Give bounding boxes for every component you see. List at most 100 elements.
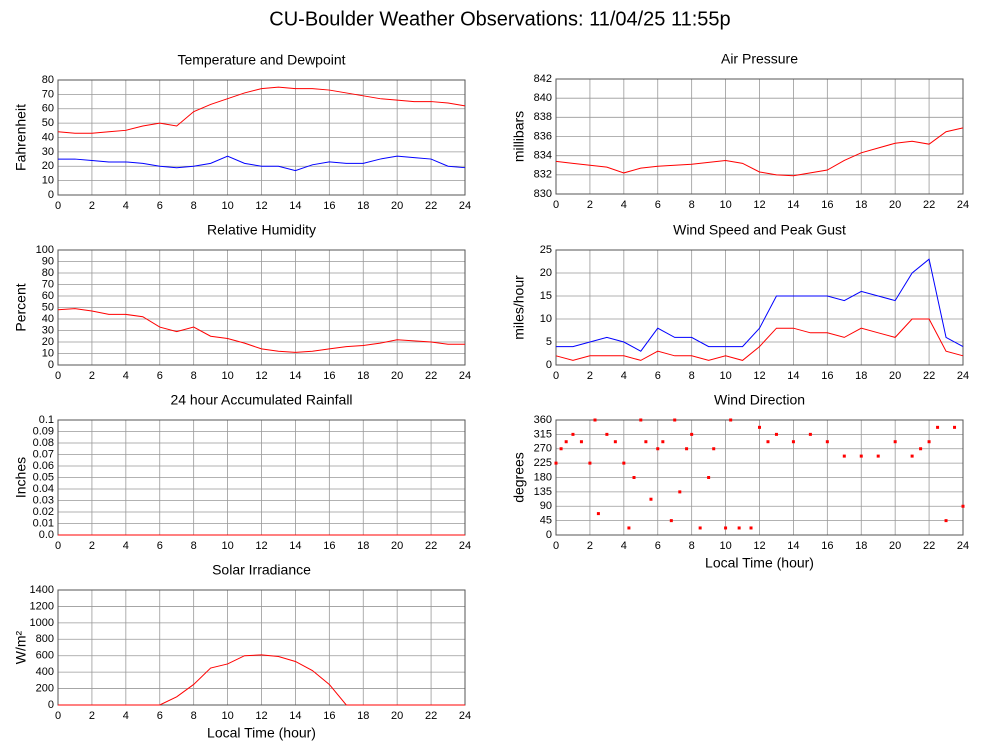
scatter-point: [927, 440, 931, 444]
scatter-point: [613, 440, 617, 444]
x-tick-label: 2: [89, 200, 95, 212]
y-tick-label: 0.04: [33, 483, 54, 495]
x-tick-label: 18: [357, 540, 369, 552]
x-tick-label: 8: [191, 200, 197, 212]
x-tick-label: 16: [821, 540, 833, 552]
series-line: [58, 155, 466, 172]
x-tick-label: 4: [621, 199, 627, 211]
y-axis-label: degrees: [511, 452, 527, 503]
x-axis-label: Local Time (hour): [207, 725, 316, 741]
y-tick-label: 50: [42, 117, 54, 129]
scatter-point: [729, 418, 733, 422]
series-line: [556, 258, 964, 352]
scatter-point: [919, 447, 923, 451]
x-tick-label: 18: [855, 370, 867, 382]
y-tick-label: 0.07: [33, 448, 54, 460]
x-tick-label: 6: [655, 540, 661, 552]
plot-frame: [555, 419, 964, 536]
scatter-point: [678, 490, 682, 494]
y-tick-label: 10: [540, 313, 552, 325]
y-tick-label: 0: [546, 529, 552, 541]
y-tick-label: 838: [534, 111, 552, 123]
y-tick-label: 830: [534, 188, 552, 200]
scatter-point: [632, 476, 636, 479]
scatter-point: [685, 447, 689, 451]
chart-title: Temperature and Dewpoint: [177, 52, 345, 68]
x-tick-label: 18: [855, 540, 867, 552]
y-tick-label: 20: [42, 336, 54, 348]
y-tick-label: 400: [36, 666, 54, 678]
y-tick-label: 832: [534, 169, 552, 181]
scatter-point: [766, 440, 770, 444]
scatter-point: [758, 425, 761, 429]
y-tick-label: 60: [42, 103, 54, 115]
y-axis-label: Fahrenheit: [13, 104, 29, 171]
x-tick-label: 0: [553, 199, 559, 211]
x-tick-label: 2: [587, 199, 593, 211]
x-tick-label: 20: [889, 540, 901, 552]
y-tick-label: 80: [42, 74, 54, 86]
scatter-point: [893, 440, 897, 444]
y-tick-label: 90: [42, 255, 54, 267]
x-tick-label: 14: [289, 710, 301, 722]
x-tick-label: 24: [459, 540, 471, 552]
y-tick-label: 1400: [30, 584, 54, 596]
x-tick-label: 12: [753, 540, 765, 552]
x-tick-label: 24: [459, 710, 471, 722]
y-tick-label: 10: [42, 347, 54, 359]
y-tick-label: 0.05: [33, 471, 54, 483]
y-tick-label: 600: [36, 650, 54, 662]
scatter-point: [774, 432, 778, 436]
x-tick-label: 0: [553, 540, 559, 552]
y-tick-label: 0: [546, 359, 552, 371]
x-tick-label: 16: [323, 370, 335, 382]
scatter-point: [690, 432, 694, 436]
x-tick-label: 20: [391, 200, 403, 212]
x-tick-label: 20: [889, 370, 901, 382]
x-tick-label: 8: [191, 540, 197, 552]
x-axis-label: Local Time (hour): [705, 555, 814, 571]
x-tick-label: 20: [391, 370, 403, 382]
series-line: [57, 86, 466, 134]
y-tick-label: 836: [534, 130, 552, 142]
plot-frame: [555, 78, 964, 195]
x-tick-label: 18: [357, 370, 369, 382]
scatter-point: [588, 461, 592, 465]
x-tick-label: 0: [553, 370, 559, 382]
scatter-point: [571, 432, 575, 436]
x-tick-label: 10: [719, 540, 731, 552]
x-tick-label: 10: [221, 370, 233, 382]
x-tick-label: 6: [157, 540, 163, 552]
x-tick-label: 22: [923, 199, 935, 211]
series-line: [58, 654, 465, 706]
x-tick-label: 18: [357, 200, 369, 212]
x-tick-label: 14: [289, 370, 301, 382]
y-axis-label: miles/hour: [511, 275, 527, 340]
y-tick-label: 100: [36, 244, 54, 256]
x-tick-label: 4: [123, 710, 129, 722]
x-tick-label: 10: [719, 370, 731, 382]
x-tick-label: 4: [621, 370, 627, 382]
scatter-point: [627, 526, 631, 530]
page-title: CU-Boulder Weather Observations: 11/04/2…: [269, 8, 730, 30]
x-tick-label: 18: [855, 199, 867, 211]
x-tick-label: 16: [323, 200, 335, 212]
chart-title: Relative Humidity: [207, 222, 316, 238]
y-tick-label: 1000: [30, 617, 54, 629]
x-tick-label: 8: [191, 710, 197, 722]
x-tick-label: 6: [157, 710, 163, 722]
x-tick-label: 16: [821, 370, 833, 382]
y-tick-label: 0.03: [33, 494, 54, 506]
scatter-point: [712, 447, 716, 451]
x-tick-label: 22: [425, 710, 437, 722]
chart-title: Solar Irradiance: [212, 562, 311, 578]
scatter-point: [622, 461, 626, 465]
scatter-point: [961, 504, 965, 508]
x-tick-label: 6: [157, 370, 163, 382]
scatter-point: [707, 476, 711, 479]
y-tick-label: 0.01: [33, 517, 54, 529]
x-tick-label: 24: [459, 200, 471, 212]
x-tick-label: 6: [655, 370, 661, 382]
x-tick-label: 14: [289, 540, 301, 552]
x-tick-label: 18: [357, 710, 369, 722]
